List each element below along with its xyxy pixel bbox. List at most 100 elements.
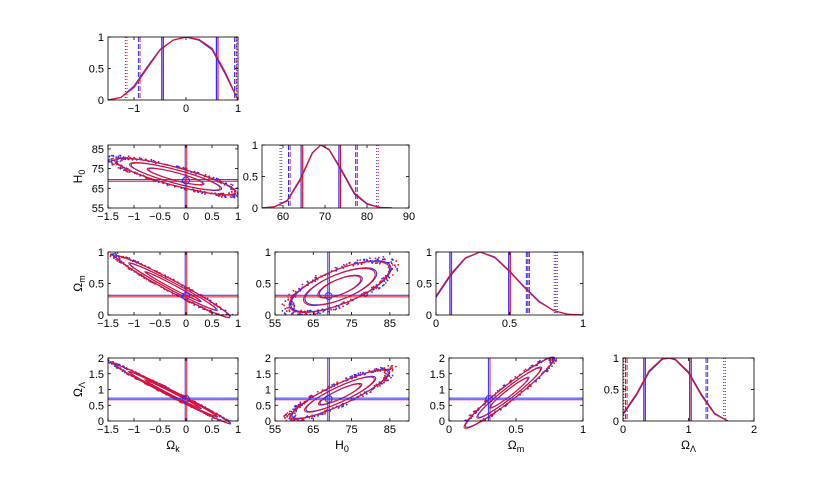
panel-9-sample-point (551, 359, 553, 361)
panel-9-sample-point (458, 432, 460, 434)
panel-5-sample-point (218, 315, 220, 317)
panel-9-contour-3sigma (464, 356, 556, 428)
panel-5-contour-1sigma (144, 270, 201, 302)
panel-6-sample-point (368, 257, 371, 259)
panel-7-sample-point (113, 362, 116, 364)
panel-6-sample-point (345, 263, 348, 266)
panel-4-sample-point (239, 193, 241, 195)
panel-4-sample-point (193, 190, 196, 193)
panel-8-sample-point (283, 416, 286, 419)
panel-9-sample-point (561, 353, 563, 355)
panel-5-x-tick-label: 0.5 (204, 318, 219, 330)
panel-8-sample-point (317, 415, 319, 417)
panel-4-contour-3sigma (113, 157, 236, 196)
panel-5-y-tick-label: 0 (98, 310, 104, 322)
panel-6-sample-point (366, 259, 368, 261)
panel-9-sample-point (559, 351, 561, 353)
panel-6-sample-point (305, 312, 307, 315)
panel-4-sample-point (239, 195, 241, 197)
panel-9-sample-point (460, 433, 462, 435)
panel-4-sample-point (111, 163, 114, 166)
panel-6-sample-point (381, 284, 384, 287)
panel-4-sample-point (152, 159, 155, 162)
panel-9-sample-point (514, 376, 517, 378)
panel-9-sample-point (468, 414, 471, 417)
panel-9-sample-point (524, 368, 527, 371)
panel-6-sample-point (338, 307, 341, 310)
panel-0-y-tick-label: 0.5 (89, 64, 104, 76)
panel-7-contour-2sigma (127, 370, 217, 417)
panel-8-y-tick-label: 0 (265, 416, 271, 428)
panel-5-y-axis-label: Ωm (71, 275, 87, 291)
panel-2-y-tick-label: 0 (426, 310, 432, 322)
panel-4-sample-point (123, 169, 126, 171)
panel-8-contour-2sigma (303, 376, 375, 413)
panel-6-sample-point (382, 258, 384, 261)
panel-8-sample-point (373, 368, 376, 371)
panel-6-sample-point (381, 277, 383, 280)
panel-5-sample-point (226, 318, 228, 320)
panel-8-sample-point (285, 413, 287, 415)
panel-4-sample-point (239, 188, 241, 190)
panel-6-sample-point (342, 305, 344, 308)
panel-1-y-tick-label: 0 (252, 203, 258, 215)
panel-8-sample-point (387, 379, 389, 382)
panel-6-sample-point (284, 307, 287, 310)
panel-8-sample-point (331, 384, 333, 386)
panel-6-sample-point (313, 313, 316, 315)
panel-4-y-tick-label: 75 (92, 164, 104, 176)
panel-3-x-tick-label: 2 (751, 424, 757, 436)
panel-6-sample-point (354, 261, 357, 264)
panel-8-y-tick-label: 0.5 (256, 400, 271, 412)
panel-8-sample-point (345, 377, 347, 380)
panel-5-sample-point (229, 319, 231, 321)
panel-6-sample-point (284, 300, 287, 302)
panel-5-sample-point (231, 317, 233, 319)
panel-8-sample-point (291, 422, 293, 424)
panel-9-y-tick-label: 1.5 (430, 369, 445, 381)
panel-7-sample-point (231, 424, 233, 426)
panel-6-sample-point (330, 308, 332, 311)
panel-4-sample-point (230, 196, 233, 199)
panel-4-sample-point (110, 158, 113, 161)
panel-4-y-tick-label: 85 (92, 144, 104, 156)
panel-7-sample-point (104, 359, 106, 361)
panel-5-sample-point (111, 253, 114, 256)
panel-6-sample-point (334, 266, 337, 269)
panel-8-sample-point (365, 392, 368, 395)
panel-5-bestfit-marker (182, 292, 190, 301)
panel-1-y-tick-label: 1 (252, 140, 258, 152)
panel-8-sample-point (383, 381, 385, 384)
panel-8-sample-point (294, 404, 297, 407)
panel-9-sample-point (491, 415, 493, 418)
panel-6-sample-point (390, 261, 392, 263)
panel-4-x-tick-label: −1 (128, 211, 141, 223)
panel-5-sample-point (112, 253, 115, 255)
panel-8-sample-point (308, 395, 311, 398)
panel-9-x-tick-label: 0.5 (508, 424, 523, 436)
panel-9-sample-point (550, 354, 552, 356)
panel-4-sample-point (240, 195, 242, 197)
panel-3-y-tick-label: 0.5 (604, 385, 619, 397)
panel-6-sample-point (363, 259, 366, 262)
panel-6-sample-point (322, 310, 325, 313)
panel-4-x-tick-label: 0 (183, 211, 189, 223)
panel-2-x-tick-label: 0.5 (502, 318, 517, 330)
panel-7-x-tick-label: −0.5 (149, 424, 171, 436)
panel-4-sample-point (124, 158, 127, 161)
panel-9-sample-point (554, 354, 556, 356)
panel-4-sample-point (241, 197, 243, 199)
panel-9-x-axis-label: Ωm (508, 438, 524, 454)
panel-6-sample-point (281, 310, 284, 312)
panel-6-sample-point (283, 304, 285, 307)
panel-1-y-tick-label: 0.5 (243, 172, 258, 184)
panel-8-bestfit-marker (324, 394, 333, 403)
panel-0-x-tick-label: 0 (183, 103, 189, 115)
panel-4-sample-point (182, 166, 185, 169)
panel-9-sample-point (457, 432, 459, 434)
panel-4-sample-point (177, 165, 180, 168)
panel-4-y-tick-label: 65 (92, 183, 104, 195)
panel-8-sample-point (286, 415, 288, 418)
panel-8-sample-point (341, 405, 343, 408)
panel-4-sample-point (215, 177, 218, 180)
